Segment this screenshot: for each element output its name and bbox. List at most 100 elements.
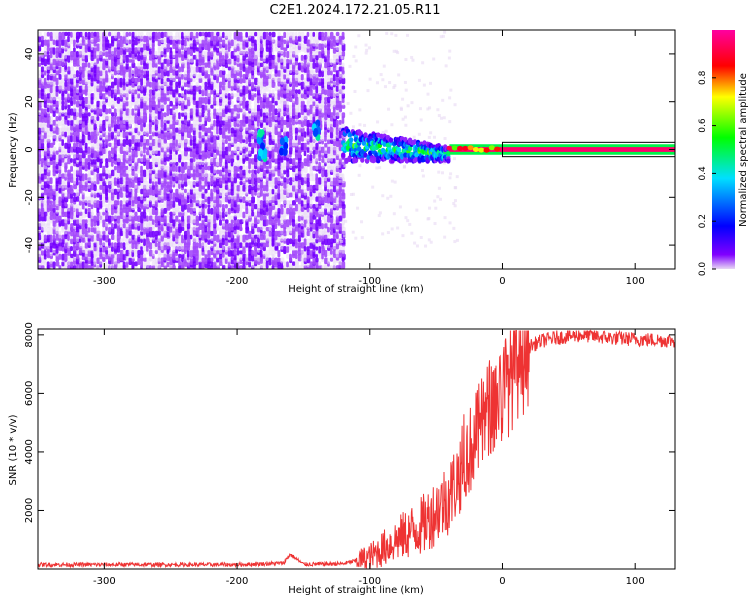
heatmap-cell — [128, 47, 132, 54]
heatmap-cell — [67, 265, 71, 269]
heatmap-cell — [46, 54, 51, 62]
heatmap-cell — [198, 85, 202, 90]
heatmap-cell — [113, 66, 117, 72]
heatmap-cell — [131, 161, 135, 170]
heatmap-cell — [227, 104, 231, 109]
heatmap-cell — [271, 47, 275, 55]
heatmap-cell — [73, 249, 77, 257]
heatmap-cell — [163, 123, 167, 131]
heatmap-cell — [113, 43, 117, 48]
heatmap-cell — [75, 108, 80, 117]
heatmap-cell — [254, 93, 257, 98]
heatmap-cell — [84, 39, 88, 45]
heatmap-cell — [286, 207, 290, 215]
heatmap-cell — [49, 177, 53, 185]
heatmap-cell — [175, 188, 179, 197]
heatmap-cell — [84, 173, 88, 181]
heatmap-cell — [73, 31, 77, 40]
heatmap-cell — [265, 261, 269, 269]
heatmap-cell — [227, 93, 231, 100]
heatmap-cell — [105, 131, 109, 140]
heatmap-cell — [52, 184, 56, 191]
heatmap-cell — [251, 249, 254, 256]
heatmap-cell — [207, 89, 211, 97]
heatmap-cell — [294, 219, 299, 225]
heatmap-cell — [128, 203, 132, 212]
heatmap-cell — [67, 66, 71, 72]
heatmap-cell — [274, 207, 278, 215]
heatmap-cell — [84, 116, 89, 124]
heatmap-cell — [277, 219, 281, 226]
heatmap-cell — [195, 215, 199, 222]
heatmap-cell — [265, 165, 270, 171]
heatmap-cell — [49, 203, 54, 212]
heatmap-cell — [40, 230, 45, 239]
heatmap-cell — [143, 43, 147, 51]
heatmap-cell — [277, 31, 281, 37]
heatmap-cell — [43, 131, 47, 139]
heatmap-cell — [122, 138, 127, 147]
heatmap-cell — [61, 261, 65, 267]
heatmap-cell — [87, 131, 91, 137]
heatmap-cell — [38, 150, 42, 158]
heatmap-cell — [96, 219, 100, 226]
heatmap-cell — [230, 39, 235, 47]
heatmap-cell — [52, 112, 56, 118]
heatmap-cell — [251, 173, 255, 178]
heatmap-cell — [99, 70, 103, 77]
heatmap-cell — [102, 62, 106, 71]
heatmap-cell — [78, 211, 83, 216]
heatmap-cell — [219, 219, 222, 226]
heatmap-cell — [110, 257, 114, 265]
heatmap-cell — [283, 161, 287, 168]
heatmap-cell — [297, 223, 301, 228]
heatmap-cell — [207, 246, 211, 251]
heatmap-cell — [166, 66, 170, 72]
heatmap-cell — [207, 249, 211, 256]
heatmap-cell — [102, 119, 106, 126]
heatmap-cell — [265, 85, 269, 92]
heatmap-cell — [40, 161, 44, 168]
heatmap-cell — [43, 215, 47, 222]
heatmap-cell — [102, 154, 105, 163]
heatmap-cell — [271, 43, 275, 49]
heatmap-cell — [169, 47, 173, 53]
heatmap-cell — [148, 93, 152, 98]
heatmap-cell — [116, 104, 121, 113]
heatmap-cell — [210, 96, 214, 103]
heatmap-cell — [274, 93, 278, 100]
heatmap-cell — [146, 35, 149, 42]
heatmap-cell — [178, 66, 181, 73]
heatmap-cell — [248, 169, 251, 174]
heatmap-cell — [198, 215, 202, 221]
heatmap-cell — [117, 269, 120, 277]
heatmap-cell — [242, 203, 246, 210]
heatmap-cell — [43, 70, 47, 76]
heatmap-cell — [40, 77, 45, 84]
heatmap-cell — [123, 269, 127, 274]
heatmap-cell — [254, 31, 258, 37]
heatmap-cell — [172, 39, 176, 46]
heatmap-cell — [169, 269, 172, 273]
heatmap-cell — [183, 203, 187, 210]
heatmap-cell — [78, 165, 83, 171]
heatmap-cell — [49, 70, 54, 76]
heatmap-cell — [157, 66, 161, 74]
heatmap-cell — [187, 269, 191, 273]
heatmap-cell — [84, 66, 88, 74]
heatmap-cell — [151, 261, 156, 267]
heatmap-cell — [268, 127, 272, 133]
heatmap-cell — [286, 219, 290, 228]
heatmap-cell — [110, 177, 115, 184]
heatmap-cell — [210, 188, 213, 197]
heatmap-cell — [73, 70, 76, 78]
heatmap-cell — [189, 226, 194, 235]
heatmap-cell — [58, 177, 62, 185]
heatmap-cell — [242, 196, 246, 204]
heatmap-cell — [58, 215, 62, 222]
heatmap-cell — [61, 207, 65, 215]
heatmap-cell — [242, 100, 246, 109]
heatmap-cell — [49, 43, 53, 48]
heatmap-cell — [262, 215, 267, 221]
heatmap-cell — [274, 100, 278, 106]
